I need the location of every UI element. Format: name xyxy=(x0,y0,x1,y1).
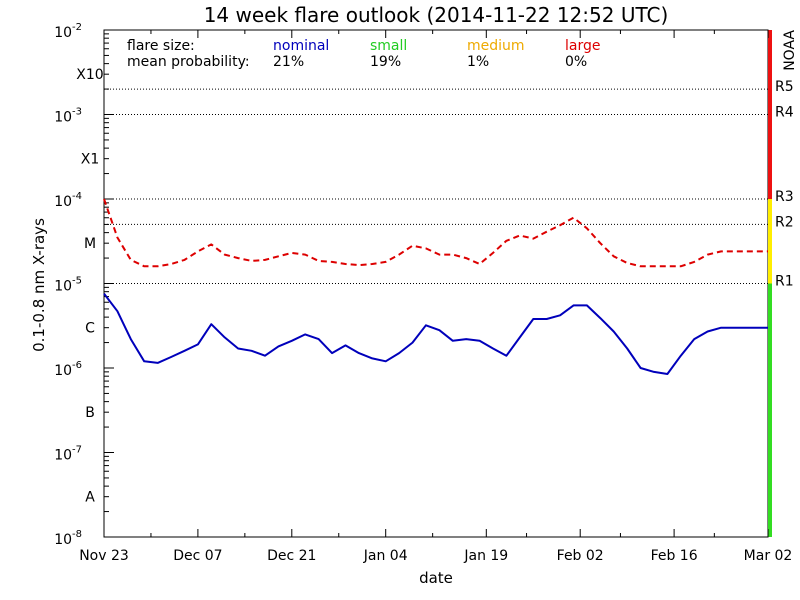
x-tick-label: Mar 02 xyxy=(744,548,793,564)
y-axis-label: 0.1-0.8 nm X-rays xyxy=(30,218,48,352)
legend-header-flare-size: flare size: xyxy=(127,38,195,54)
plot-area: Nov 23 Dec 07 Dec 21 Jan 04 Jan 19 Feb 02 Feb … xyxy=(54,22,798,564)
flare-class-label: A xyxy=(85,490,95,506)
x-tick-label: Dec 21 xyxy=(267,548,316,564)
legend-probability-nominal: 21% xyxy=(273,54,304,70)
x-tick-label: Jan 19 xyxy=(463,548,508,564)
x-axis-label: date xyxy=(419,569,453,587)
flare-class-label: C xyxy=(85,321,95,337)
y-tick-label: 10-4 xyxy=(54,191,82,210)
series-line-nominal xyxy=(103,292,768,375)
x-tick-label: Dec 07 xyxy=(173,548,222,564)
y-tick-label: 10-2 xyxy=(54,22,82,41)
flare-class-label: B xyxy=(85,405,95,421)
y-tick-label: 10-8 xyxy=(54,529,82,548)
legend-item-nominal: nominal xyxy=(273,38,329,54)
legend-probability-large: 0% xyxy=(565,54,587,70)
y-tick-label: 10-6 xyxy=(54,360,82,379)
flare-class-label: X10 xyxy=(76,67,103,83)
x-tick-label: Feb 02 xyxy=(557,548,604,564)
noaa-scale-label: R3 xyxy=(775,189,794,205)
noaa-scale-label: R2 xyxy=(775,214,794,230)
y-tick-label: 10-7 xyxy=(54,445,82,464)
x-tick-label: Jan 04 xyxy=(363,548,408,564)
y-tick-label: 10-5 xyxy=(54,276,82,295)
legend-probability-small: 19% xyxy=(370,54,401,70)
noaa-scale-label: R1 xyxy=(775,274,794,290)
noaa-bar-segment xyxy=(768,199,772,284)
flare-class-label: X1 xyxy=(81,152,100,168)
legend-header-mean-probability: mean probability: xyxy=(127,54,250,70)
legend-probability-medium: 1% xyxy=(467,54,489,70)
noaa-scale-label: R5 xyxy=(775,79,794,95)
legend-item-small: small xyxy=(370,38,407,54)
noaa-title: NOAA xyxy=(782,30,798,71)
x-tick-label: Feb 16 xyxy=(651,548,698,564)
x-tick-label: Nov 23 xyxy=(79,548,129,564)
legend-item-medium: medium xyxy=(467,38,525,54)
y-tick-label: 10-3 xyxy=(54,107,82,126)
series-line-large xyxy=(103,198,768,268)
chart-title: 14 week flare outlook (2014-11-22 12:52 … xyxy=(204,3,669,27)
flare-class-label: M xyxy=(84,236,96,252)
noaa-bar-segment xyxy=(768,283,772,537)
legend-item-large: large xyxy=(565,38,600,54)
noaa-scale-label: R4 xyxy=(775,105,794,121)
noaa-bar-segment xyxy=(768,30,772,199)
